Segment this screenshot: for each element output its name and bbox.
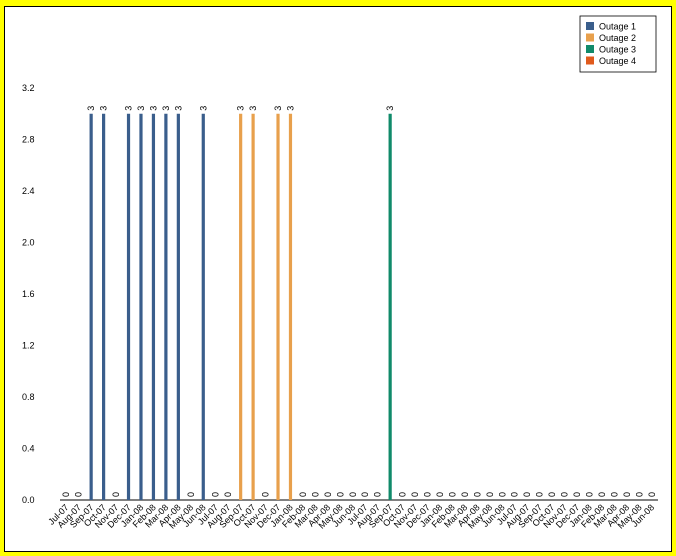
data-label: 0 <box>348 492 358 497</box>
data-label: 0 <box>647 492 657 497</box>
data-label: 0 <box>223 492 233 497</box>
data-label: 0 <box>460 492 470 497</box>
data-label: 0 <box>261 492 271 497</box>
bar <box>288 113 293 500</box>
data-label: 0 <box>211 492 221 497</box>
data-label: 0 <box>560 492 570 497</box>
y-tick-label: 0.4 <box>22 444 35 454</box>
data-label: 0 <box>522 492 532 497</box>
data-label: 3 <box>285 106 295 111</box>
data-label: 0 <box>360 492 370 497</box>
data-label: 3 <box>173 106 183 111</box>
data-label: 0 <box>497 492 507 497</box>
legend-swatch <box>586 56 594 65</box>
data-label: 0 <box>510 492 520 497</box>
data-label: 0 <box>584 492 594 497</box>
data-label: 0 <box>609 492 619 497</box>
bar <box>139 113 143 500</box>
data-label: 3 <box>248 106 258 111</box>
legend-swatch <box>586 33 594 42</box>
data-label: 0 <box>622 492 632 497</box>
data-label: 0 <box>447 492 457 497</box>
data-label: 0 <box>398 492 408 497</box>
legend-label: Outage 3 <box>599 45 636 55</box>
data-label: 3 <box>99 106 109 111</box>
legend-swatch <box>586 22 594 30</box>
legend-label: Outage 2 <box>599 33 636 43</box>
data-label: 0 <box>572 492 582 497</box>
data-label: 0 <box>74 492 84 497</box>
y-tick-label: 2.8 <box>22 135 35 145</box>
data-label: 3 <box>148 106 158 111</box>
y-tick-label: 1.2 <box>22 341 35 351</box>
bar <box>251 113 255 500</box>
y-tick-label: 2.4 <box>22 186 35 196</box>
data-label: 3 <box>236 106 246 111</box>
y-tick-label: 3.2 <box>22 83 35 93</box>
y-tick-label: 0.0 <box>22 495 35 505</box>
legend-swatch <box>586 45 594 53</box>
data-label: 3 <box>273 106 283 111</box>
data-label: 0 <box>310 492 320 497</box>
bar <box>201 113 205 500</box>
bar <box>388 113 392 500</box>
bar <box>239 113 243 500</box>
data-label: 0 <box>61 492 71 497</box>
data-label: 0 <box>535 492 545 497</box>
data-label: 0 <box>435 492 445 497</box>
data-label: 0 <box>323 492 333 497</box>
y-tick-label: 1.6 <box>22 289 35 299</box>
data-label: 0 <box>423 492 433 497</box>
data-label: 3 <box>385 106 395 111</box>
chart-panel <box>4 6 672 552</box>
y-tick-label: 2.0 <box>22 238 35 248</box>
data-label: 0 <box>472 492 482 497</box>
data-label: 0 <box>485 492 495 497</box>
data-label: 0 <box>597 492 607 497</box>
data-label: 0 <box>634 492 644 497</box>
legend-label: Outage 4 <box>599 56 636 66</box>
data-label: 3 <box>161 106 171 111</box>
data-label: 3 <box>198 106 208 111</box>
bar <box>102 113 106 500</box>
bar <box>126 113 131 500</box>
bar <box>164 113 168 500</box>
data-label: 0 <box>547 492 557 497</box>
legend-label: Outage 1 <box>599 22 636 32</box>
data-label: 0 <box>186 492 196 497</box>
data-label: 3 <box>136 106 146 111</box>
data-label: 0 <box>335 492 345 497</box>
bar <box>89 113 93 500</box>
data-label: 0 <box>373 492 383 497</box>
data-label: 0 <box>410 492 420 497</box>
bar <box>151 113 156 500</box>
data-label: 3 <box>86 106 96 111</box>
y-tick-label: 0.8 <box>22 392 35 402</box>
data-label: 0 <box>298 492 308 497</box>
data-label: 3 <box>124 106 134 111</box>
bar <box>176 113 180 500</box>
data-label: 0 <box>111 492 121 497</box>
bar <box>276 113 280 500</box>
